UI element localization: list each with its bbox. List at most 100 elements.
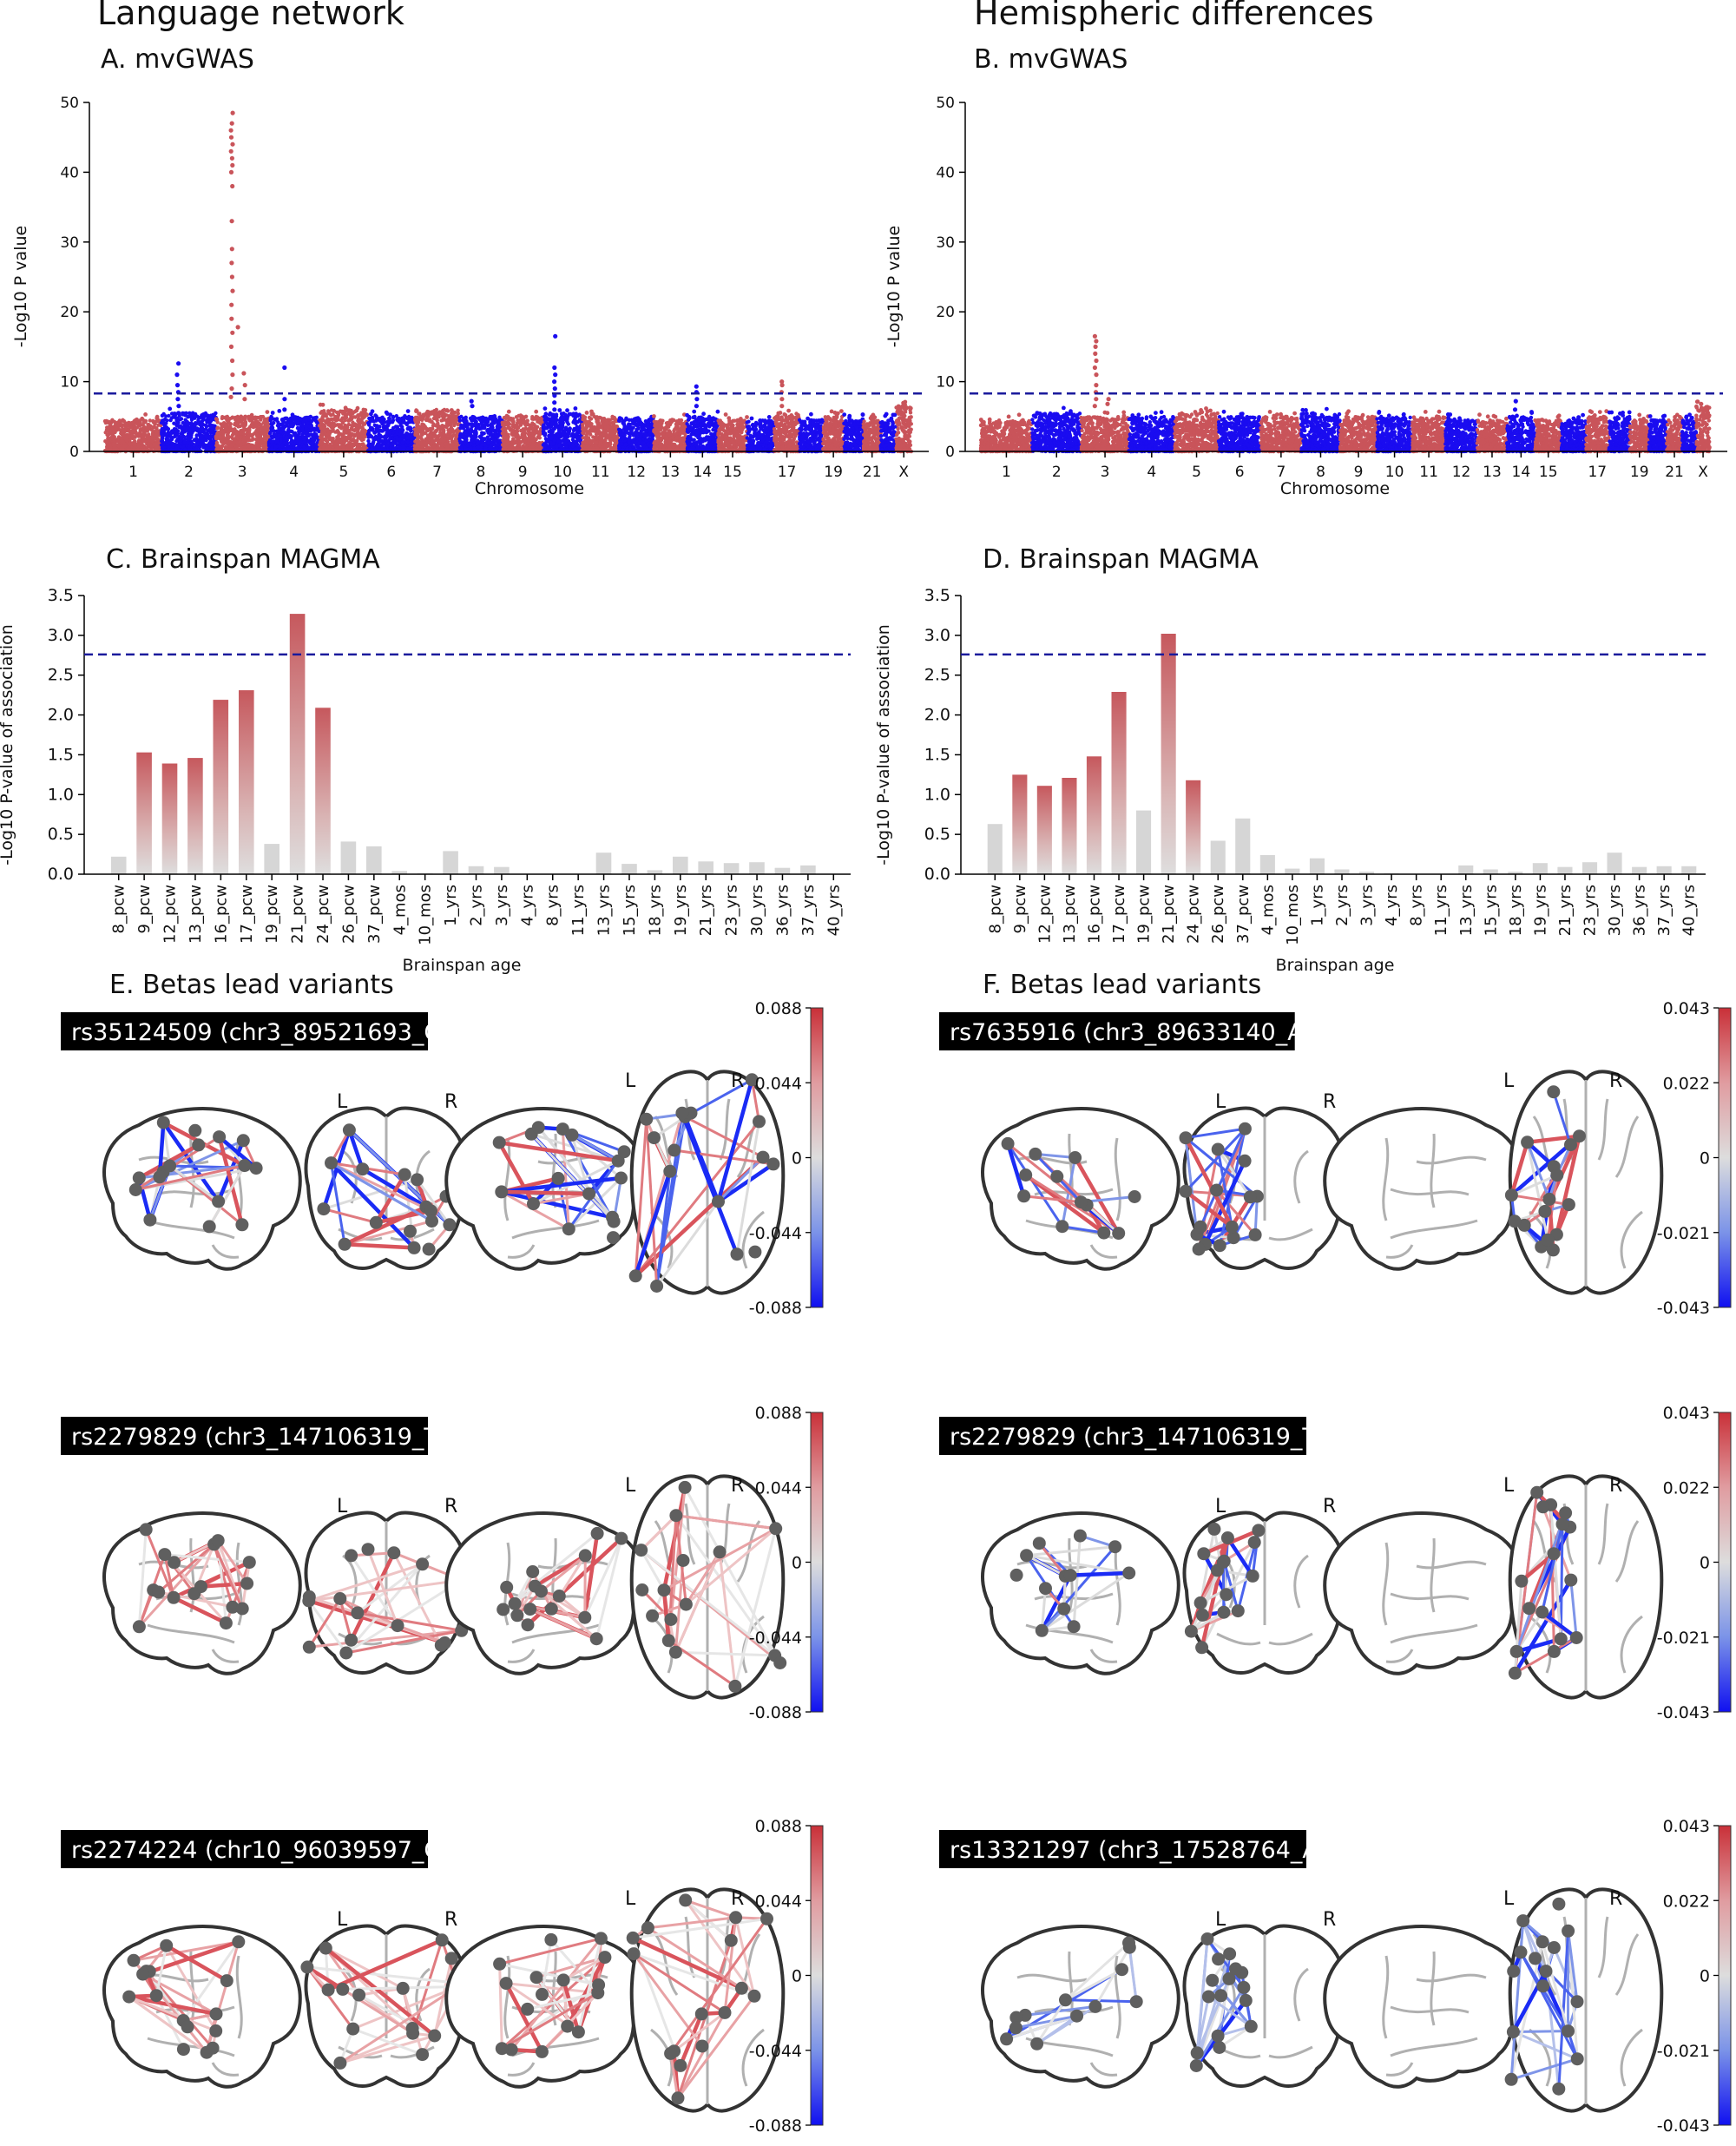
snp-point <box>385 411 390 416</box>
snp-point <box>259 425 263 429</box>
snp-point <box>418 425 424 430</box>
snp-point <box>209 423 214 428</box>
snp-point <box>219 426 223 431</box>
snp-point <box>515 425 520 431</box>
snp-point <box>367 428 372 433</box>
snp-point <box>472 430 477 435</box>
snp-point <box>239 447 243 451</box>
snp-point <box>348 434 353 438</box>
snp-point <box>119 438 124 443</box>
snp-point <box>227 425 232 429</box>
snp-point <box>287 433 293 438</box>
snp-point <box>143 438 148 443</box>
snp-point <box>414 408 418 412</box>
snp-point <box>333 430 338 434</box>
snp-point <box>145 425 150 430</box>
snp-point <box>409 440 413 444</box>
snp-point <box>233 423 239 427</box>
snp-point <box>270 416 274 421</box>
snp-point <box>405 439 411 444</box>
snp-point <box>108 445 113 450</box>
snp-point <box>345 412 349 418</box>
snp-point <box>407 425 411 430</box>
snp-point <box>428 418 432 422</box>
snp-point <box>421 416 425 421</box>
snp-point <box>527 432 531 438</box>
snp-point <box>261 431 266 437</box>
snp-point <box>470 424 474 428</box>
snp-point <box>432 444 437 449</box>
snp-point <box>121 431 125 435</box>
snp-point <box>268 430 273 434</box>
snp-point <box>116 438 121 444</box>
snp-point <box>506 409 511 414</box>
snp-point <box>320 402 326 407</box>
snp-point <box>239 414 244 419</box>
snp-point <box>341 416 345 420</box>
snp-point <box>575 425 579 429</box>
snp-point <box>383 427 387 432</box>
snp-point <box>394 414 398 418</box>
snp-point <box>510 428 515 433</box>
snp-point <box>273 444 279 449</box>
snp-point <box>338 439 343 444</box>
snp-point <box>508 425 512 431</box>
snp-point <box>120 436 124 440</box>
snp-point <box>563 427 568 431</box>
snp-point <box>270 411 275 415</box>
snp-point <box>270 422 274 427</box>
snp-point <box>168 440 172 445</box>
snp-point <box>398 431 403 437</box>
snp-point <box>325 418 330 423</box>
panel-a-plot <box>94 110 924 454</box>
snp-point <box>168 406 173 411</box>
snp-point <box>109 436 114 441</box>
snp-point <box>374 436 378 440</box>
snp-point <box>431 411 437 416</box>
snp-point <box>483 425 487 430</box>
snp-point <box>367 419 372 425</box>
snp-point <box>167 444 171 449</box>
snp-point <box>105 438 110 444</box>
snp-point <box>482 416 487 421</box>
snp-point <box>431 426 435 431</box>
snp-point <box>138 420 142 425</box>
snp-point <box>172 421 176 425</box>
snp-point <box>247 418 252 422</box>
snp-point <box>196 419 201 424</box>
snp-point <box>514 440 519 444</box>
snp-point <box>106 425 111 430</box>
snp-point <box>418 440 423 444</box>
snp-point <box>253 423 259 427</box>
snp-point <box>502 444 507 449</box>
snp-point <box>486 441 491 445</box>
snp-point <box>151 425 155 430</box>
snp-point <box>300 427 305 431</box>
snp-point <box>470 414 475 419</box>
snp-point <box>506 433 510 438</box>
snp-point <box>214 443 219 448</box>
snp-point <box>457 418 462 423</box>
snp-point <box>178 424 183 428</box>
snp-point <box>311 433 315 438</box>
snp-point <box>150 428 155 432</box>
snp-point <box>236 435 240 439</box>
snp-point <box>545 438 550 443</box>
snp-point <box>416 420 421 425</box>
snp-point <box>185 434 190 438</box>
snp-point <box>365 432 371 437</box>
y-tick-label: 40 <box>60 164 79 181</box>
snp-point <box>126 420 131 425</box>
snp-point <box>335 423 339 427</box>
snp-point <box>253 431 257 435</box>
snp-point <box>337 432 341 437</box>
snp-point <box>358 431 362 436</box>
snp-point <box>112 419 117 425</box>
snp-point <box>223 444 227 450</box>
snp-point <box>468 442 473 446</box>
snp-point <box>342 440 346 444</box>
snp-point <box>393 425 398 429</box>
snp-point <box>186 440 190 444</box>
snp-point <box>233 444 238 449</box>
